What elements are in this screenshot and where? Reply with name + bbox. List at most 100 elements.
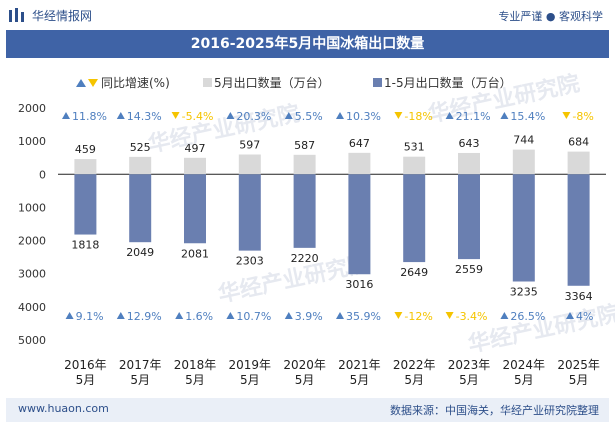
legend-cumulative-label: 1-5月出口数量（万台）	[384, 75, 512, 90]
growth-cumulative-label: 12.9%	[127, 310, 162, 323]
bar-cumulative-9	[512, 174, 535, 282]
bar-monthly-8	[458, 152, 480, 175]
x-category-label: 2023年 5月	[448, 358, 491, 387]
bar-monthly-3	[184, 157, 206, 175]
x-category-label: 2022年 5月	[393, 358, 436, 387]
bar-monthly-label: 459	[75, 143, 96, 156]
y-tick-label: 2000	[18, 235, 46, 248]
brand[interactable]: 华经情报网	[8, 6, 92, 24]
growth-down-icon	[445, 312, 454, 319]
y-tick-label: 1000	[18, 135, 46, 148]
x-category-label: 2021年 5月	[338, 358, 381, 387]
x-category-label: 2025年 5月	[557, 358, 600, 387]
y-tick-label: 2000	[18, 102, 46, 115]
growth-down-icon	[562, 112, 571, 119]
bar-monthly-1	[74, 159, 97, 175]
growth-up-icon	[336, 312, 344, 319]
growth-down-icon	[394, 312, 403, 319]
bar-cumulative-5	[293, 174, 316, 248]
growth-up-icon	[226, 312, 235, 319]
bar-monthly-label: 684	[568, 136, 589, 149]
bar-monthly-label: 497	[185, 142, 206, 155]
growth-cumulative-label: 10.7%	[236, 310, 271, 323]
legend-cumulative-swatch	[373, 78, 382, 87]
growth-cumulative-label: -3.4%	[456, 310, 488, 323]
bar-monthly-9	[512, 149, 535, 175]
tagline: 专业严谨 ● 客观科学	[498, 10, 603, 23]
bar-cumulative-10	[567, 174, 590, 286]
x-category-label: 2020年 5月	[283, 358, 326, 387]
bar-cumulative-3	[184, 174, 206, 244]
growth-up-icon	[284, 312, 293, 319]
growth-cumulative-label: 3.9%	[295, 310, 323, 323]
bar-cumulative-1	[74, 174, 97, 235]
growth-cumulative-label: 4%	[576, 310, 593, 323]
x-category-label: 2017年 5月	[119, 358, 162, 387]
growth-up-icon	[175, 312, 184, 319]
bar-cumulative-label: 2081	[181, 247, 209, 260]
bar-monthly-6	[348, 152, 371, 175]
growth-cumulative-label: -12%	[404, 310, 432, 323]
y-tick-label: 3000	[18, 268, 46, 281]
legend-up-triangle-icon	[76, 79, 86, 87]
growth-cumulative-label: 9.1%	[76, 310, 104, 323]
x-category-label: 2018年 5月	[174, 358, 217, 387]
y-tick-label: 4000	[18, 301, 46, 314]
bar-monthly-label: 647	[349, 137, 370, 150]
x-category-label: 2019年 5月	[229, 358, 272, 387]
bar-cumulative-label: 2220	[291, 252, 319, 265]
legend-growth-label: 同比增速(%)	[101, 76, 170, 90]
growth-monthly-label: -18%	[404, 110, 432, 123]
brand-name: 华经情报网	[32, 8, 93, 23]
growth-up-icon	[336, 112, 344, 119]
growth-up-icon	[500, 112, 509, 119]
growth-cumulative-label: 26.5%	[510, 310, 545, 323]
growth-down-icon	[394, 112, 403, 119]
bar-monthly-label: 643	[459, 137, 480, 150]
legend-monthly-label: 5月出口数量（万台）	[214, 75, 330, 90]
legend-down-triangle-icon	[88, 79, 98, 87]
bar-monthly-label: 744	[513, 134, 534, 147]
footer: www.huaon.com 数据来源：中国海关，华经产业研究院整理	[6, 398, 609, 422]
bar-monthly-label: 531	[404, 141, 425, 154]
bar-monthly-label: 597	[239, 138, 260, 151]
bar-cumulative-4	[238, 174, 261, 251]
y-tick-label: 5000	[18, 334, 46, 347]
bar-cumulative-label: 3016	[345, 278, 373, 291]
growth-monthly-label: 21.1%	[456, 110, 491, 123]
top-bar: 华经情报网 专业严谨 ● 客观科学	[0, 0, 615, 30]
growth-up-icon	[62, 112, 70, 119]
growth-cumulative-label: 35.9%	[346, 310, 381, 323]
bar-cumulative-8	[458, 174, 480, 260]
growth-down-icon	[171, 112, 180, 119]
legend-monthly-swatch	[203, 78, 212, 87]
bar-cumulative-label: 2303	[236, 255, 264, 268]
bar-monthly-2	[129, 156, 152, 175]
bar-monthly-label: 525	[130, 141, 151, 154]
bar-cumulative-6	[348, 174, 371, 275]
growth-monthly-label: 11.8%	[72, 110, 107, 123]
y-tick-label: 0	[39, 168, 46, 181]
growth-cumulative-label: 1.6%	[185, 310, 213, 323]
brand-logo-icon	[9, 8, 24, 22]
growth-up-icon	[284, 112, 293, 119]
growth-up-icon	[226, 112, 235, 119]
growth-monthly-label: -5.4%	[182, 110, 214, 123]
growth-monthly-label: 10.3%	[346, 110, 381, 123]
growth-monthly-label: 20.3%	[236, 110, 271, 123]
bar-cumulative-7	[403, 174, 426, 263]
bar-monthly-label: 587	[294, 139, 315, 152]
growth-up-icon	[116, 312, 125, 319]
bar-cumulative-label: 3364	[565, 290, 593, 303]
growth-monthly-label: -8%	[572, 110, 593, 123]
growth-up-icon	[445, 112, 454, 119]
bar-cumulative-label: 1818	[71, 239, 99, 252]
footer-url[interactable]: www.huaon.com	[18, 402, 109, 415]
watermark-1: 华经产业研究院	[146, 100, 302, 157]
growth-monthly-label: 15.4%	[510, 110, 545, 123]
bar-monthly-4	[238, 154, 261, 175]
bar-cumulative-label: 2559	[455, 263, 483, 276]
y-tick-label: 1000	[18, 201, 46, 214]
